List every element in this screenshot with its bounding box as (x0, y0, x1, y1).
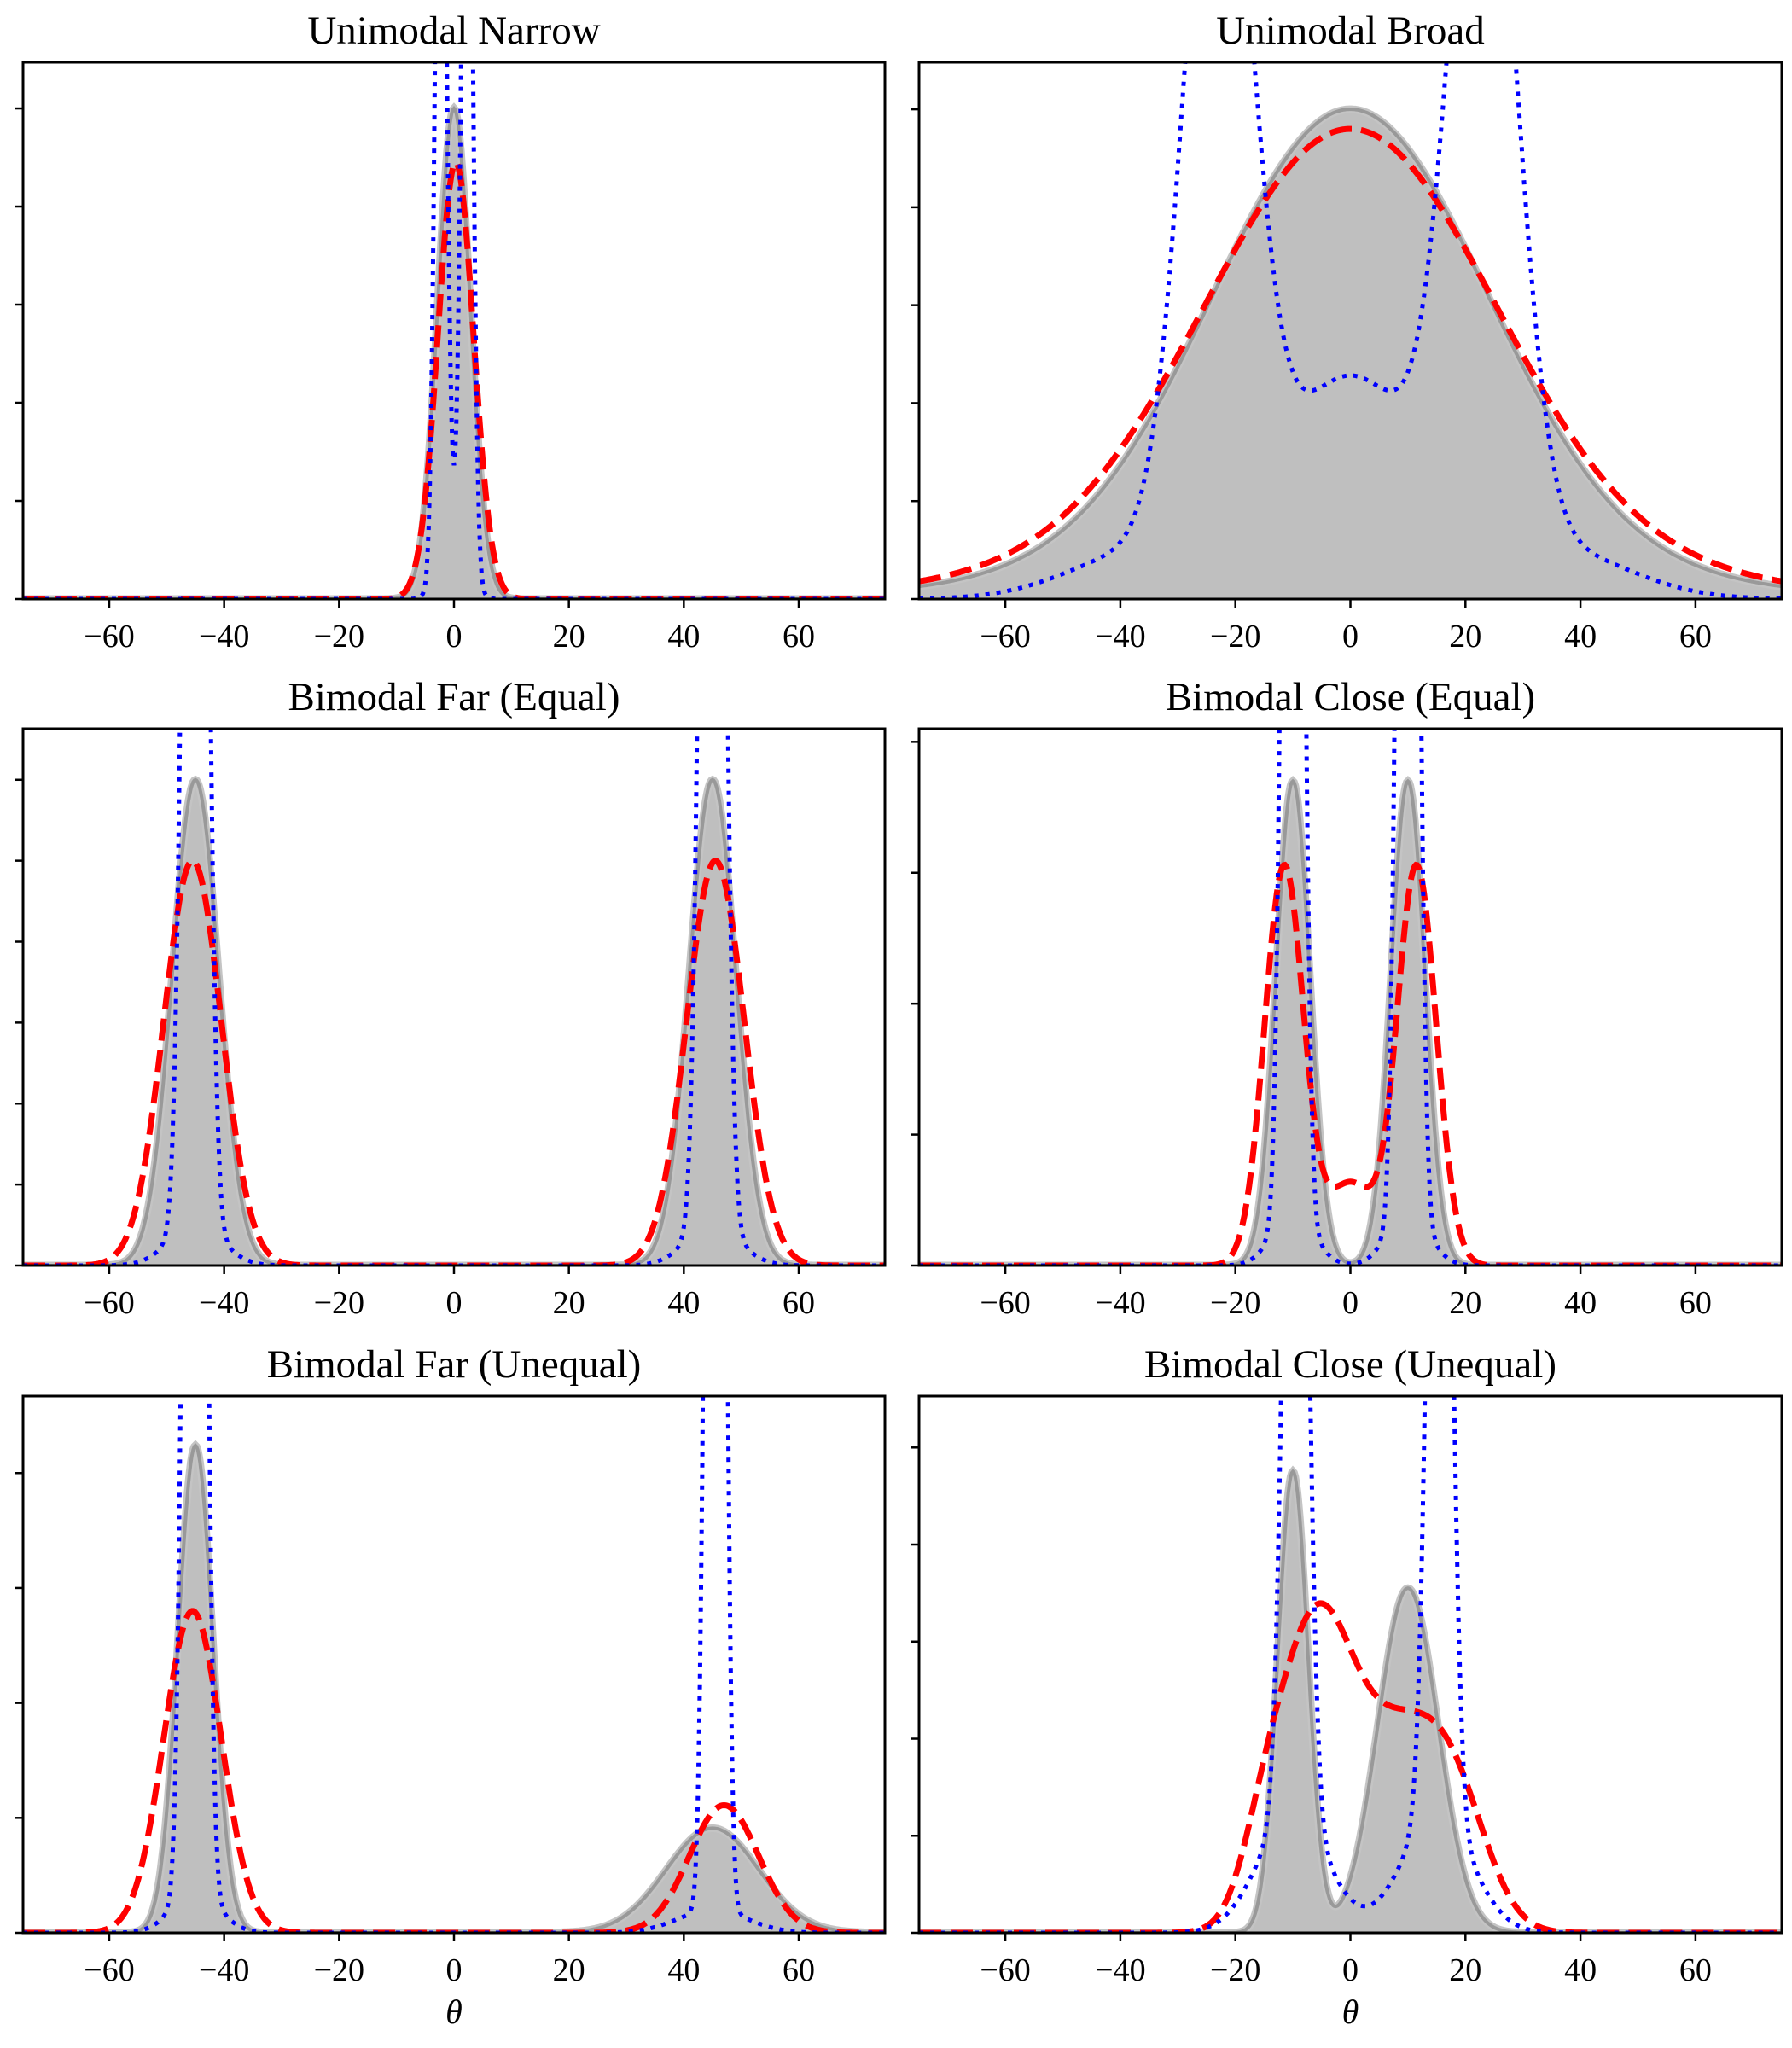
axes-frame (917, 1394, 1783, 1935)
x-tick-label: 20 (1449, 1285, 1481, 1321)
true-density-line (23, 105, 885, 599)
red-dashed-series (23, 1608, 885, 1933)
subplot-title: Bimodal Close (Unequal) (1144, 1342, 1556, 1387)
subplot-1: −60 −40 −20 0 20 40 60 Unimodal Narrow (15, 9, 887, 655)
x-tick-label: −40 (199, 1285, 249, 1321)
true-density-fill (23, 1445, 885, 1933)
x-axis-label: θ (1342, 1993, 1359, 2031)
subplot-5: −60 −40 −20 0 20 40 60 Bimodal Far (Unequal) θ (15, 1342, 887, 2031)
x-tick-label: −20 (1210, 619, 1260, 655)
x-tick-label: −60 (980, 619, 1030, 655)
red-dashed-series (919, 861, 1782, 1265)
x-tick-label: −60 (84, 619, 134, 655)
blue-dotted-series (919, 62, 1782, 599)
x-tick-label: −60 (980, 1952, 1030, 1988)
true-density-halo (23, 1440, 885, 1933)
true-density-halo (919, 1465, 1782, 1933)
x-tick-label: 20 (1449, 619, 1481, 655)
x-tick-label: −20 (1210, 1285, 1260, 1321)
x-tick-label: −60 (980, 1285, 1030, 1321)
subplot-title: Bimodal Far (Equal) (288, 675, 620, 719)
plot-area (23, 1396, 885, 1933)
x-tick-label: −20 (1210, 1952, 1260, 1988)
true-density-line (919, 778, 1782, 1265)
x-tick-label: 40 (667, 1952, 700, 1988)
subplot-2: −60 −40 −20 0 20 40 60 Unimodal Broad (911, 9, 1783, 655)
x-tick-label: 40 (1564, 619, 1597, 655)
x-tick-label: 20 (553, 1952, 585, 1988)
true-density-fill (23, 108, 885, 599)
blue-dotted-series (23, 62, 885, 599)
x-tick-label: −20 (314, 619, 364, 655)
true-density-fill (23, 779, 885, 1265)
subplot-title: Unimodal Broad (1216, 9, 1485, 53)
plot-area (23, 729, 885, 1265)
plot-area (919, 1396, 1782, 1933)
red-dashed-series (919, 125, 1782, 585)
true-density-line (919, 1469, 1782, 1933)
x-tick-label: 60 (783, 1952, 815, 1988)
axes-frame (917, 727, 1783, 1267)
x-axis-label: θ (445, 1993, 463, 2031)
x-tick-label: 60 (1679, 1952, 1712, 1988)
subplot-title: Unimodal Narrow (307, 9, 600, 53)
x-tick-label: 60 (1679, 1285, 1712, 1321)
subplot-3: −60 −40 −20 0 20 40 60 Bimodal Far (Equal) (15, 675, 887, 1321)
blue-dotted-series (23, 729, 885, 1265)
x-tick-label: 40 (1564, 1285, 1597, 1321)
true-density-fill (919, 109, 1782, 599)
x-tick-label: 60 (1679, 619, 1712, 655)
x-tick-label: 0 (446, 619, 463, 655)
x-tick-label: −60 (84, 1285, 134, 1321)
plot-area (919, 62, 1782, 599)
x-tick-label: 40 (667, 619, 700, 655)
x-tick-label: −40 (1095, 619, 1145, 655)
blue-dotted-series (23, 1396, 885, 1933)
subplot-6: −60 −40 −20 0 20 40 60 Bimodal Close (Unequal) θ (911, 1342, 1783, 2031)
x-tick-label: 0 (1342, 1285, 1359, 1321)
x-tick-label: −40 (199, 619, 249, 655)
subplot-title: Bimodal Close (Equal) (1166, 675, 1535, 719)
x-tick-label: 60 (783, 1285, 815, 1321)
x-tick-label: 0 (446, 1952, 463, 1988)
plot-area (23, 62, 885, 599)
true-density-line (23, 777, 885, 1265)
true-density-halo (919, 776, 1782, 1265)
x-tick-label: 0 (446, 1285, 463, 1321)
x-tick-label: 40 (1564, 1952, 1597, 1988)
x-tick-label: −60 (84, 1952, 134, 1988)
x-tick-label: −40 (1095, 1285, 1145, 1321)
x-tick-label: 20 (553, 619, 585, 655)
x-tick-label: −20 (314, 1285, 364, 1321)
x-tick-label: 20 (1449, 1952, 1481, 1988)
blue-dotted-series (919, 1396, 1782, 1933)
subplot-title: Bimodal Far (Unequal) (267, 1342, 642, 1387)
x-tick-label: 0 (1342, 1952, 1359, 1988)
plot-area (919, 729, 1782, 1265)
red-dashed-series (23, 858, 885, 1265)
subplot-4: −60 −40 −20 0 20 40 60 Bimodal Close (Equal) (911, 675, 1783, 1321)
x-tick-label: −40 (199, 1952, 249, 1988)
x-tick-label: 60 (783, 619, 815, 655)
blue-dotted-series (919, 729, 1782, 1265)
true-density-line (23, 1443, 885, 1933)
x-tick-label: −20 (314, 1952, 364, 1988)
x-tick-label: 0 (1342, 619, 1359, 655)
true-density-fill (919, 781, 1782, 1265)
x-tick-label: 20 (553, 1285, 585, 1321)
x-tick-label: 40 (667, 1285, 700, 1321)
x-tick-label: −40 (1095, 1952, 1145, 1988)
true-density-line (919, 108, 1782, 589)
